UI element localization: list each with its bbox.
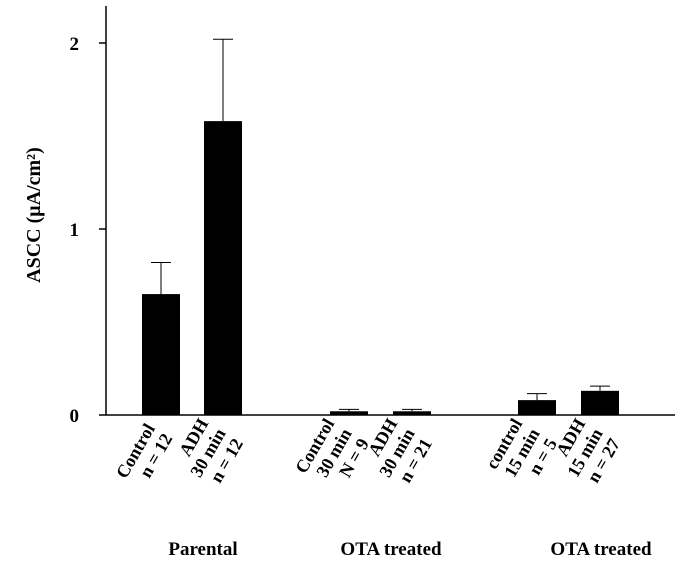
category-label: ADH30 minn = 21 bbox=[358, 415, 436, 490]
bar bbox=[393, 411, 431, 415]
bar bbox=[518, 400, 556, 415]
category-label: ADH15 minn = 27 bbox=[546, 415, 624, 490]
chart-axes: 0 1 2 bbox=[70, 6, 675, 427]
category-label: ADH30 minn = 12 bbox=[169, 415, 247, 490]
group-label: OTA treated bbox=[340, 539, 442, 560]
group-label: Parental bbox=[168, 539, 237, 560]
bar bbox=[142, 294, 180, 415]
y-tick-label: 1 bbox=[70, 220, 80, 241]
group-labels: Parental OTA treated OTA treated bbox=[168, 539, 652, 560]
group-label: OTA treated bbox=[550, 539, 652, 560]
chart-bars bbox=[142, 38, 619, 416]
category-label: Control30 minN = 9 bbox=[291, 415, 373, 497]
category-label: Controln = 12 bbox=[112, 420, 176, 492]
y-axis-label: ASCC (μA/cm²) bbox=[23, 147, 45, 283]
y-tick-label: 0 bbox=[70, 406, 80, 427]
y-tick-label: 2 bbox=[70, 34, 80, 55]
bar bbox=[581, 390, 619, 415]
bar bbox=[330, 411, 368, 415]
category-label: control15 minn = 5 bbox=[482, 415, 561, 492]
bar bbox=[204, 121, 242, 416]
